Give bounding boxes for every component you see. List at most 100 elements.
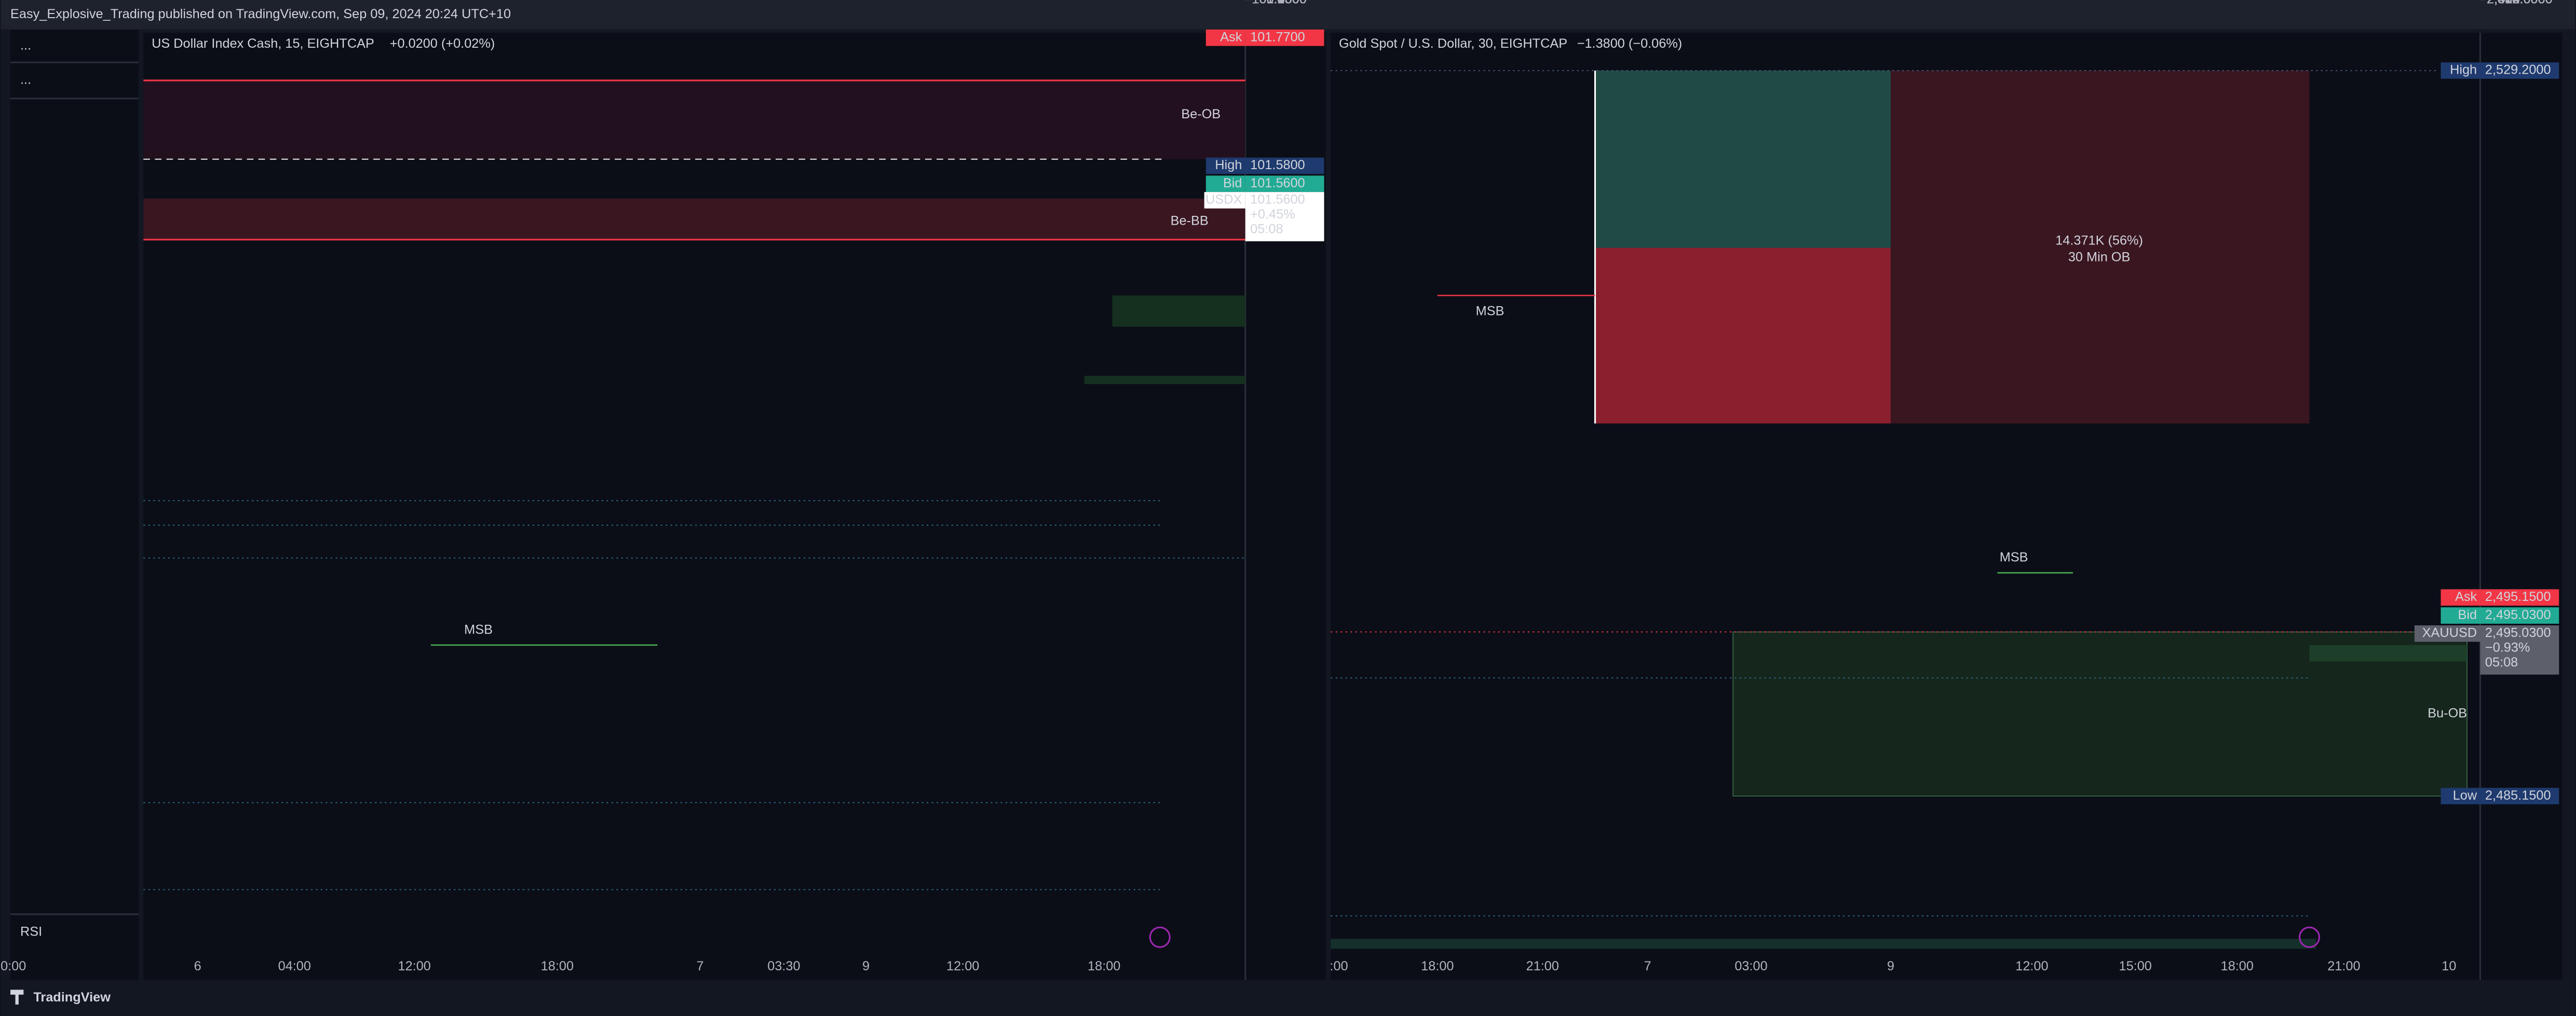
time-label: 0:00 [1,959,26,973]
price-tick-label: 2,506.0000 [2487,0,2553,7]
time-label: 04:00 [278,959,311,973]
sidebar-item[interactable]: RSI [20,924,42,939]
tag-label: Bid [2458,608,2477,622]
last-price: 101.5600 [1250,193,1305,207]
price-tick-label: 100.9000 [1252,0,1307,7]
price-tick-label: 2,502.0000 [2487,0,2553,7]
price-tick-label: 101.0500 [1252,0,1307,7]
last-price-bg [2480,625,2559,675]
tag-price-bg [2480,607,2559,624]
annotation: MSB [2000,550,2028,565]
price-tick-label: 2,488.0000 [2487,0,2553,7]
tag-price-bg [2480,62,2559,79]
time-label: 21:00 [2327,959,2360,973]
annotation: MSB [1476,304,1504,319]
tag-label: Ask [1220,30,1242,44]
last-price: 2,495.0300 [2485,626,2551,640]
footer-brand[interactable]: TradingView [33,990,111,1005]
price-tick-label: 101.0000 [1252,0,1307,7]
price-tick-label: 2,484.0000 [2487,0,2553,7]
price-tick-label: 2,498.0000 [2487,0,2553,7]
tag-price: 101.7700 [1250,30,1305,44]
symbol-title: US Dollar Index Cash, 15, EIGHTCAP [152,36,374,51]
price-tick-label: 101.4500 [1252,0,1307,7]
annotation: Bu-OB [2428,706,2467,721]
time-label: 03:30 [767,959,800,973]
last-symbol: USDX [1205,193,1242,207]
header-title: Easy_Explosive_Trading published on Trad… [10,7,511,21]
price-tick-label: 2,478.0000 [2487,0,2553,7]
price-tick-label: 2,528.0000 [2487,0,2553,7]
price-tick-label: 101.1000 [1252,0,1307,7]
price-tick-label: 2,510.0000 [2487,0,2553,7]
tag-label-bg [2441,788,2480,804]
sidebar-item[interactable]: ... [20,73,31,87]
tag-label-bg [1205,157,1245,174]
price-tick-label: 2,520.0000 [2487,0,2553,7]
price-tick-label: 2,514.0000 [2487,0,2553,7]
time-label: 21:00 [1526,959,1559,973]
tag-price-bg [2480,788,2559,804]
time-label: 9 [862,959,870,973]
bullish-zone [2309,645,2467,662]
price-change: +0.0200 (+0.02%) [390,36,495,51]
symbol-title: Gold Spot / U.S. Dollar, 30, EIGHTCAP [1339,36,1567,51]
time-label: 12:00 [2015,959,2048,973]
time-label: 18:00 [1088,959,1120,973]
time-label: 6 [194,959,201,973]
header-bar [1,0,2575,30]
alert-icon[interactable] [2298,926,2321,948]
price-tick-label: 2,490.0000 [2487,0,2553,7]
time-label: 7 [1644,959,1651,973]
tag-price: 2,529.2000 [2485,63,2551,77]
price-tick-label: 100.8500 [1252,0,1307,7]
sidebar-item[interactable]: ... [20,38,31,52]
tag-label-bg [2441,62,2480,79]
alert-icon[interactable] [1149,926,1171,948]
annotation: Be-OB [1181,107,1221,121]
tag-label: High [1215,158,1242,172]
last-change: −0.93% [2485,640,2530,655]
price-tick-label: 101.6500 [1252,0,1307,7]
price-tick-label: 2,530.0000 [2487,0,2553,7]
tag-label-bg [1205,175,1245,193]
panel-left [143,33,1326,980]
time-label: 7 [697,959,704,973]
time-label: 12:00 [946,959,979,973]
tag-price: 101.5600 [1250,176,1305,190]
price-tick-label: 2,524.0000 [2487,0,2553,7]
price-tick-label: 101.5000 [1252,0,1307,7]
last-price-bg [1245,192,1324,241]
annotation: MSB [464,622,493,637]
price-tick-label: 2,522.0000 [2487,0,2553,7]
time-label: 15:00 [2119,959,2152,973]
tag-price-bg [1245,175,1324,193]
tag-label: Ask [2455,589,2477,604]
price-tick-label: 2,526.0000 [2487,0,2553,7]
price-tick-label: 2,508.0000 [2487,0,2553,7]
last-symbol-bg [1204,192,1245,209]
price-tick-label: 2,494.0000 [2487,0,2553,7]
price-tick-label: 2,496.0000 [2487,0,2553,7]
price-tick-label: 2,504.0000 [2487,0,2553,7]
logo [10,990,24,1005]
tag-price: 2,485.1500 [2485,788,2551,803]
tag-label: High [2450,63,2477,77]
tag-price-bg [1245,29,1324,46]
bullish-zone [1331,939,2316,949]
price-tick-label: 100.6500 [1252,0,1307,7]
tag-label-bg [1205,29,1245,46]
time-label: 18:00 [541,959,574,973]
tag-label: Low [2453,788,2477,803]
time-label: 12:00 [398,959,431,973]
footer-bar [1,980,2575,1016]
annotation: 14.371K (56%) [2055,234,2143,248]
price-tick-label: 2,486.0000 [2487,0,2553,7]
price-tick-label: 101.2000 [1252,0,1307,7]
price-tick-label: 101.7500 [1252,0,1307,7]
price-tick-label: 101.1500 [1252,0,1307,7]
price-tick-label: 2,476.0000 [2487,0,2553,7]
price-tick-label: 2,492.0000 [2487,0,2553,7]
price-tick-label: 100.8000 [1252,0,1307,7]
